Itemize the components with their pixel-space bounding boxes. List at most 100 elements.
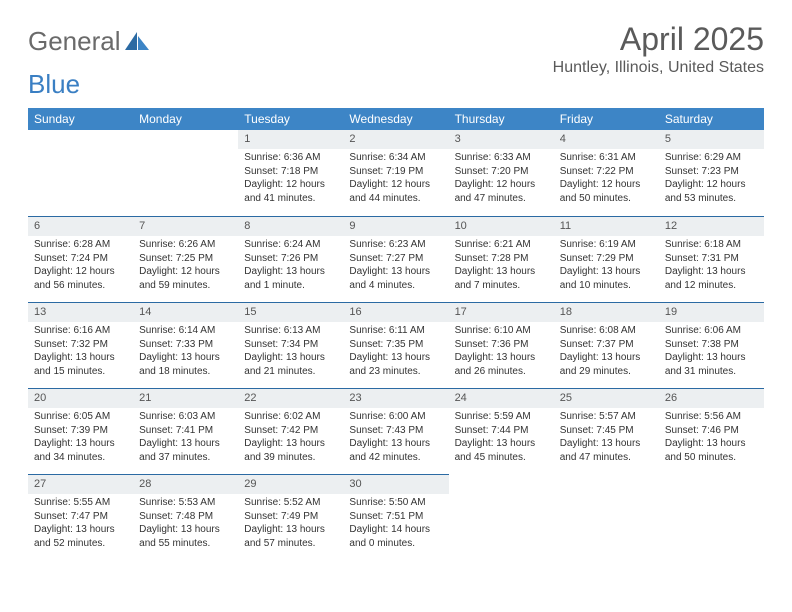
day-line: Daylight: 13 hours <box>244 351 337 365</box>
calendar-cell: 6Sunrise: 6:28 AMSunset: 7:24 PMDaylight… <box>28 216 133 302</box>
day-line: Sunset: 7:24 PM <box>34 252 127 266</box>
day-number: 30 <box>343 474 448 494</box>
day-line: Sunset: 7:36 PM <box>455 338 548 352</box>
day-line: and 18 minutes. <box>139 365 232 379</box>
day-body: Sunrise: 6:02 AMSunset: 7:42 PMDaylight:… <box>238 408 343 468</box>
day-body: Sunrise: 5:53 AMSunset: 7:48 PMDaylight:… <box>133 494 238 554</box>
day-number: 27 <box>28 474 133 494</box>
day-line: Sunrise: 5:56 AM <box>665 410 758 424</box>
day-line: Sunset: 7:48 PM <box>139 510 232 524</box>
day-line: Daylight: 13 hours <box>139 437 232 451</box>
day-line: Sunset: 7:42 PM <box>244 424 337 438</box>
day-line: and 47 minutes. <box>560 451 653 465</box>
calendar-week-row: 1Sunrise: 6:36 AMSunset: 7:18 PMDaylight… <box>28 130 764 216</box>
calendar-cell <box>449 474 554 560</box>
day-line: Daylight: 14 hours <box>349 523 442 537</box>
day-line: and 56 minutes. <box>34 279 127 293</box>
title-block: April 2025 Huntley, Illinois, United Sta… <box>553 22 764 77</box>
calendar-week-row: 20 Sunrise: 6:05 AMSunset: 7:39 PM Dayligh… <box>28 388 764 474</box>
day-line: Daylight: 13 hours <box>349 351 442 365</box>
calendar-cell: 27Sunrise: 5:55 AMSunset: 7:47 PMDayligh… <box>28 474 133 560</box>
day-line: Sunset: 7:39 PM <box>34 424 127 438</box>
day-line: Sunset: 7:49 PM <box>244 510 337 524</box>
day-body: Sunrise: 6:06 AMSunset: 7:38 PMDaylight:… <box>659 322 764 382</box>
calendar-cell: 15Sunrise: 6:13 AMSunset: 7:34 PMDayligh… <box>238 302 343 388</box>
day-body: Sunrise: 6:16 AMSunset: 7:32 PMDaylight:… <box>28 322 133 382</box>
day-line: and 26 minutes. <box>455 365 548 379</box>
day-number: 13 <box>28 302 133 322</box>
day-line: Daylight: 12 hours <box>349 178 442 192</box>
day-line: and 50 minutes. <box>665 451 758 465</box>
day-number: 7 <box>133 216 238 236</box>
day-line: Sunrise: 6:08 AM <box>560 324 653 338</box>
day-line: Sunrise: 5:55 AM <box>34 496 127 510</box>
day-line: Sunrise: 5:59 AM <box>455 410 548 424</box>
day-line: and 50 minutes. <box>560 192 653 206</box>
day-line: and 37 minutes. <box>139 451 232 465</box>
day-line: Sunrise: 6:06 AM <box>665 324 758 338</box>
day-body: Sunrise: 6:36 AMSunset: 7:18 PMDaylight:… <box>238 149 343 209</box>
day-number: 22 <box>238 388 343 408</box>
calendar-cell <box>28 130 133 216</box>
day-number: 20 <box>28 388 133 408</box>
day-body: Sunrise: 6:14 AMSunset: 7:33 PMDaylight:… <box>133 322 238 382</box>
day-body: Sunrise: 6:03 AMSunset: 7:41 PMDaylight:… <box>133 408 238 468</box>
day-number: 19 <box>659 302 764 322</box>
day-line: Daylight: 12 hours <box>139 265 232 279</box>
day-body: Sunrise: 6:31 AMSunset: 7:22 PMDaylight:… <box>554 149 659 209</box>
calendar-cell: 21Sunrise: 6:03 AMSunset: 7:41 PMDayligh… <box>133 388 238 474</box>
day-body: Sunrise: 6:19 AMSunset: 7:29 PMDaylight:… <box>554 236 659 296</box>
day-body: Sunrise: 5:52 AMSunset: 7:49 PMDaylight:… <box>238 494 343 554</box>
day-line: Sunrise: 6:18 AM <box>665 238 758 252</box>
day-line: and 42 minutes. <box>349 451 442 465</box>
day-line: Daylight: 13 hours <box>455 437 548 451</box>
weekday-header: Friday <box>554 108 659 130</box>
day-body: Sunrise: 5:55 AMSunset: 7:47 PMDaylight:… <box>28 494 133 554</box>
weekday-header: Wednesday <box>343 108 448 130</box>
day-line: and 52 minutes. <box>34 537 127 551</box>
day-line: Daylight: 13 hours <box>244 437 337 451</box>
weekday-header: Tuesday <box>238 108 343 130</box>
day-line: Sunset: 7:47 PM <box>34 510 127 524</box>
day-line: Daylight: 13 hours <box>139 523 232 537</box>
calendar-week-row: 6Sunrise: 6:28 AMSunset: 7:24 PMDaylight… <box>28 216 764 302</box>
day-line: Sunrise: 6:16 AM <box>34 324 127 338</box>
day-line: and 23 minutes. <box>349 365 442 379</box>
day-line: Sunrise: 6:05 AM <box>34 410 127 424</box>
day-line: Daylight: 13 hours <box>665 437 758 451</box>
calendar-cell: 17Sunrise: 6:10 AMSunset: 7:36 PMDayligh… <box>449 302 554 388</box>
day-body: Sunrise: 5:50 AMSunset: 7:51 PMDaylight:… <box>343 494 448 554</box>
day-body: Sunrise: 6:28 AMSunset: 7:24 PMDaylight:… <box>28 236 133 296</box>
day-number: 18 <box>554 302 659 322</box>
location-label: Huntley, Illinois, United States <box>553 59 764 77</box>
day-line: Daylight: 12 hours <box>244 178 337 192</box>
day-line: Sunset: 7:19 PM <box>349 165 442 179</box>
calendar-cell: 4Sunrise: 6:31 AMSunset: 7:22 PMDaylight… <box>554 130 659 216</box>
day-line: and 29 minutes. <box>560 365 653 379</box>
day-line: Sunrise: 6:23 AM <box>349 238 442 252</box>
calendar-cell: 8Sunrise: 6:24 AMSunset: 7:26 PMDaylight… <box>238 216 343 302</box>
day-line: Daylight: 13 hours <box>244 265 337 279</box>
calendar-cell: 23Sunrise: 6:00 AMSunset: 7:43 PMDayligh… <box>343 388 448 474</box>
day-line: Daylight: 13 hours <box>349 437 442 451</box>
day-number: 25 <box>554 388 659 408</box>
day-number: 24 <box>449 388 554 408</box>
day-line: Sunset: 7:37 PM <box>560 338 653 352</box>
calendar-cell: 30Sunrise: 5:50 AMSunset: 7:51 PMDayligh… <box>343 474 448 560</box>
day-body: Sunrise: 6:33 AMSunset: 7:20 PMDaylight:… <box>449 149 554 209</box>
day-line: Daylight: 12 hours <box>665 178 758 192</box>
day-line: and 7 minutes. <box>455 279 548 293</box>
day-body: Sunrise: 5:57 AMSunset: 7:45 PMDaylight:… <box>554 408 659 468</box>
day-number: 15 <box>238 302 343 322</box>
day-line: Sunrise: 6:02 AM <box>244 410 337 424</box>
day-number: 9 <box>343 216 448 236</box>
day-line: Sunrise: 5:50 AM <box>349 496 442 510</box>
day-line: Sunrise: 5:57 AM <box>560 410 653 424</box>
day-body: Sunrise: 6:10 AMSunset: 7:36 PMDaylight:… <box>449 322 554 382</box>
day-line: Sunset: 7:38 PM <box>665 338 758 352</box>
weekday-header: Thursday <box>449 108 554 130</box>
calendar-week-row: 27Sunrise: 5:55 AMSunset: 7:47 PMDayligh… <box>28 474 764 560</box>
day-line: Daylight: 13 hours <box>34 351 127 365</box>
calendar-cell: 19Sunrise: 6:06 AMSunset: 7:38 PMDayligh… <box>659 302 764 388</box>
day-line: Daylight: 13 hours <box>665 265 758 279</box>
